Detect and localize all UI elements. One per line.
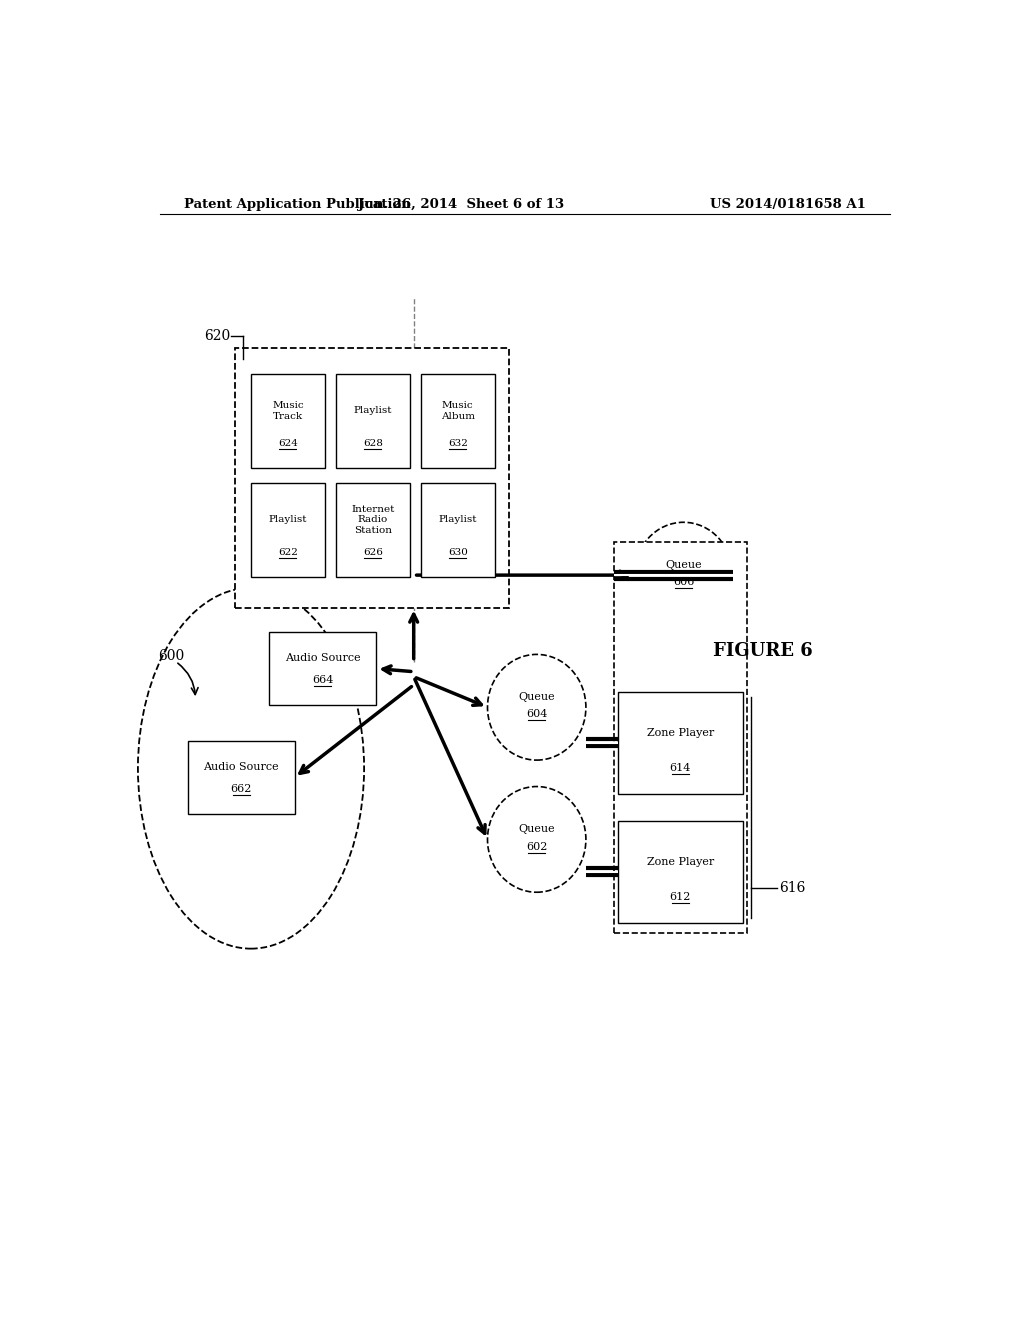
Text: Playlist: Playlist	[353, 407, 392, 416]
Text: Music
Track: Music Track	[272, 401, 304, 421]
Bar	[336, 374, 410, 469]
Bar	[269, 632, 377, 705]
Text: 622: 622	[278, 548, 298, 557]
Text: 606: 606	[673, 577, 694, 587]
Bar	[187, 741, 295, 814]
Text: Jun. 26, 2014  Sheet 6 of 13: Jun. 26, 2014 Sheet 6 of 13	[358, 198, 564, 211]
Bar	[251, 374, 325, 469]
Text: 624: 624	[278, 440, 298, 447]
Ellipse shape	[634, 523, 733, 628]
Text: Patent Application Publication: Patent Application Publication	[183, 198, 411, 211]
Text: 664: 664	[312, 675, 334, 685]
Text: 626: 626	[362, 548, 383, 557]
Text: Queue: Queue	[518, 692, 555, 702]
Ellipse shape	[138, 587, 365, 949]
Text: Playlist: Playlist	[438, 515, 477, 524]
Text: Queue: Queue	[518, 824, 555, 834]
Text: Music
Album: Music Album	[440, 401, 475, 421]
Ellipse shape	[487, 655, 586, 760]
Text: US 2014/0181658 A1: US 2014/0181658 A1	[711, 198, 866, 211]
Text: Audio Source: Audio Source	[204, 762, 279, 772]
Text: Playlist: Playlist	[268, 515, 307, 524]
Text: Audio Source: Audio Source	[285, 653, 360, 664]
Bar	[617, 692, 743, 793]
Text: Internet
Radio
Station: Internet Radio Station	[351, 504, 394, 535]
Ellipse shape	[487, 787, 586, 892]
Text: 604: 604	[526, 709, 548, 719]
Text: 612: 612	[670, 892, 691, 903]
Bar	[617, 821, 743, 923]
Text: 616: 616	[779, 882, 806, 895]
Text: 628: 628	[362, 440, 383, 447]
Text: Queue: Queue	[666, 560, 701, 570]
Text: 600: 600	[158, 649, 184, 664]
Text: 614: 614	[670, 763, 691, 774]
Bar	[421, 483, 495, 577]
Text: 602: 602	[526, 842, 548, 851]
Text: 620: 620	[204, 329, 230, 343]
Text: 630: 630	[447, 548, 468, 557]
Text: FIGURE 6: FIGURE 6	[713, 643, 813, 660]
Text: Zone Player: Zone Player	[647, 857, 714, 867]
Bar	[613, 541, 748, 933]
Bar	[421, 374, 495, 469]
Bar	[251, 483, 325, 577]
Text: 632: 632	[447, 440, 468, 447]
Bar	[236, 348, 509, 607]
Text: Zone Player: Zone Player	[647, 727, 714, 738]
Text: 662: 662	[230, 784, 252, 793]
Bar	[336, 483, 410, 577]
